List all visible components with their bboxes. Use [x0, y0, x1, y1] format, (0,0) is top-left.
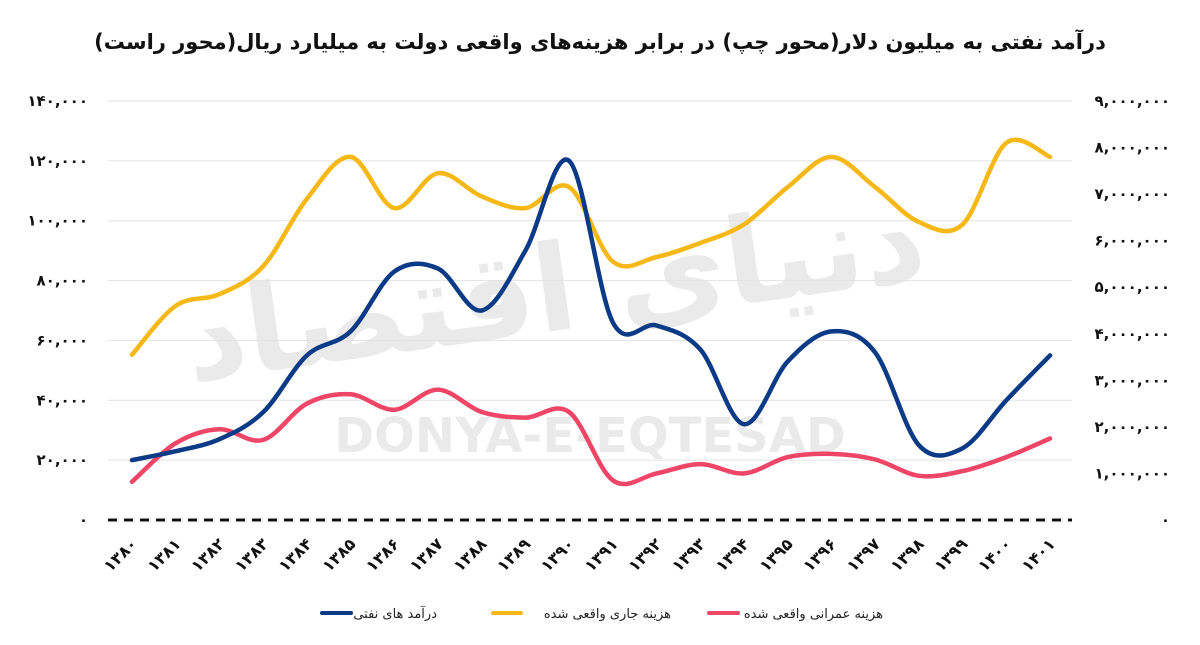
left-tick-label: ۸۰,۰۰۰ [37, 272, 88, 290]
left-tick-label: ۴۰,۰۰۰ [37, 391, 88, 409]
x-tick-label: ۱۳۸۳ [231, 534, 272, 575]
left-tick-label: ۱۴۰,۰۰۰ [27, 92, 88, 110]
left-tick-label: ۲۰,۰۰۰ [37, 451, 88, 469]
right-tick-label: ۰ [1161, 511, 1170, 529]
x-tick-label: ۱۳۸۹ [493, 534, 534, 575]
right-tick-label: ۲,۰۰۰,۰۰۰ [1095, 418, 1170, 436]
legend-label: هزینه جاری واقعی شده [544, 607, 671, 622]
right-tick-label: ۶,۰۰۰,۰۰۰ [1095, 232, 1170, 250]
chart-title: درآمد نفتی به میلیون دلار(محور چپ) در بر… [94, 30, 1106, 54]
x-tick-label: ۱۳۸۱ [143, 534, 184, 575]
legend: درآمد های نفتی هزینه جاری واقعی شده هزینه … [320, 605, 883, 622]
x-tick-label: ۱۳۸۸ [449, 534, 490, 575]
x-tick-label: ۱۳۹۵ [755, 534, 796, 575]
x-tick-label: ۱۳۸۰ [100, 534, 141, 575]
left-tick-label: ۰ [79, 511, 88, 529]
x-tick-label: ۱۳۸۴ [275, 534, 316, 575]
x-tick-label: ۱۳۸۷ [406, 534, 447, 575]
x-tick-label: ۱۳۸۵ [318, 534, 359, 575]
x-tick-label: ۱۳۹۳ [668, 534, 709, 575]
right-tick-label: ۸,۰۰۰,۰۰۰ [1095, 139, 1170, 157]
right-tick-label: ۴,۰۰۰,۰۰۰ [1095, 325, 1170, 343]
x-tick-label: ۱۳۸۶ [362, 534, 403, 575]
x-tick-label: ۱۳۹۶ [799, 534, 840, 575]
right-tick-label: ۱,۰۰۰,۰۰۰ [1095, 464, 1170, 482]
right-axis: ۰ ۱,۰۰۰,۰۰۰ ۲,۰۰۰,۰۰۰ ۳,۰۰۰,۰۰۰ ۴,۰۰۰,۰۰۰ ۵,۰… [1095, 92, 1170, 529]
x-axis: ۱۳۸۰ ۱۳۸۱ ۱۳۸۲ ۱۳۸۳ ۱۳۸۴ ۱۳۸۵ ۱۳۸۶ ۱۳۸۷ ۱۳۸۸ ۱۳۸۹… [100, 534, 1059, 575]
left-tick-label: ۱۲۰,۰۰۰ [27, 152, 88, 170]
x-tick-label: ۱۳۹۷ [843, 534, 884, 575]
x-tick-label: ۱۴۰۰ [974, 534, 1015, 575]
x-tick-label: ۱۳۹۴ [712, 534, 753, 575]
right-tick-label: ۷,۰۰۰,۰۰۰ [1095, 185, 1170, 203]
x-tick-label: ۱۳۹۹ [930, 534, 971, 575]
right-tick-label: ۵,۰۰۰,۰۰۰ [1095, 278, 1170, 296]
gridlines [108, 100, 1072, 522]
x-tick-label: ۱۴۰۱ [1018, 534, 1059, 575]
x-tick-label: ۱۳۹۱ [581, 534, 622, 575]
left-tick-label: ۶۰,۰۰۰ [37, 331, 88, 349]
left-tick-label: ۱۰۰,۰۰۰ [27, 212, 88, 230]
watermark-latin: DONYA-E-EQTESAD [334, 408, 845, 464]
series-lines [129, 137, 1053, 487]
left-axis: ۰ ۲۰,۰۰۰ ۴۰,۰۰۰ ۶۰,۰۰۰ ۸۰,۰۰۰ ۱۰۰,۰۰۰ ۱۲۰,۰۰۰ ۱… [27, 92, 88, 529]
series-line-2 [129, 387, 1053, 487]
legend-label: درآمد های نفتی [353, 605, 437, 622]
series-line-0 [129, 157, 1053, 463]
x-tick-label: ۱۳۹۲ [624, 534, 665, 575]
legend-label: هزینه عمرانی واقعی شده [744, 607, 883, 622]
right-tick-label: ۳,۰۰۰,۰۰۰ [1095, 371, 1170, 389]
x-tick-label: ۱۳۹۰ [537, 534, 578, 575]
x-tick-label: ۱۳۹۸ [887, 534, 928, 575]
x-tick-label: ۱۳۸۲ [187, 534, 228, 575]
right-tick-label: ۹,۰۰۰,۰۰۰ [1095, 92, 1170, 110]
